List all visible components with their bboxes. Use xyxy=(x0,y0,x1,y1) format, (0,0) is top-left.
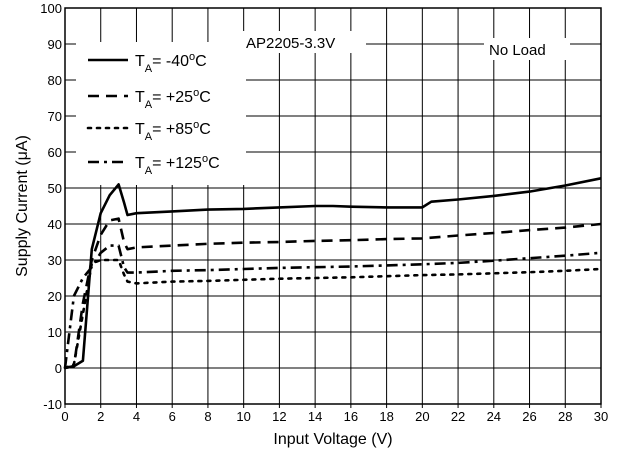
y-tick-label: 80 xyxy=(48,73,62,88)
x-tick-label: 8 xyxy=(204,409,211,424)
x-tick-label: 0 xyxy=(61,409,68,424)
annotation-box-device xyxy=(243,31,366,53)
x-tick-label: 18 xyxy=(379,409,393,424)
legend-label-part: C xyxy=(208,155,220,172)
y-axis-label-prefix: Supply Current ( xyxy=(14,160,31,277)
y-tick-labels: -10 0 10 20 30 40 50 60 70 80 90 100 xyxy=(40,1,62,412)
legend-label-2: TA= +85oC xyxy=(135,119,211,143)
x-tick-label: 22 xyxy=(451,409,465,424)
legend-label-3: TA= +125oC xyxy=(135,153,220,177)
legend-label-part: = +125 xyxy=(152,155,202,172)
legend-label-1: TA= +25oC xyxy=(135,87,211,111)
y-tick-label: 60 xyxy=(48,145,62,160)
x-tick-label: 6 xyxy=(169,409,176,424)
legend-label-part: C xyxy=(199,89,211,106)
y-tick-label: 50 xyxy=(48,181,62,196)
legend-label-part: o xyxy=(193,119,199,131)
legend-label-part: = +85 xyxy=(152,121,193,138)
y-tick-label: -10 xyxy=(43,397,62,412)
legend-label-part: C xyxy=(195,53,207,70)
y-tick-label: 100 xyxy=(40,1,62,16)
series-line-1 xyxy=(64,217,602,370)
legend-label-part: o xyxy=(189,51,195,63)
legend-label-0: TA= -40oC xyxy=(135,51,207,75)
annotation-backgrounds xyxy=(243,31,570,60)
x-tick-label: 14 xyxy=(308,409,322,424)
series-line-2 xyxy=(63,258,603,370)
legend-label-part: T xyxy=(135,89,145,106)
legend-label-part: A xyxy=(145,99,153,111)
x-tick-labels: 0 2 4 6 8 10 12 14 16 18 20 22 24 26 28 30 xyxy=(61,404,608,424)
x-tick-label: 4 xyxy=(133,409,140,424)
x-tick-label: 26 xyxy=(522,409,536,424)
legend-label-part: T xyxy=(135,53,145,70)
y-axis-label: Supply Current (μA) xyxy=(14,135,31,277)
y-axis-label-suffix: A) xyxy=(14,135,31,151)
y-tick-label: 20 xyxy=(48,289,62,304)
device-annotation: AP2205-3.3V xyxy=(246,35,335,52)
y-axis-label-mu: μ xyxy=(14,151,31,160)
y-tick-label: 30 xyxy=(48,253,62,268)
y-tick-label: 40 xyxy=(48,217,62,232)
annotation-box-load xyxy=(484,38,570,60)
x-tick-label: 30 xyxy=(594,409,608,424)
y-tick-label: 90 xyxy=(48,37,62,52)
x-axis-label: Input Voltage (V) xyxy=(273,431,392,448)
data-series xyxy=(63,177,603,370)
legend-label-part: = +25 xyxy=(152,89,193,106)
legend-label-part: A xyxy=(145,131,153,143)
x-tick-label: 24 xyxy=(487,409,501,424)
legend-label-part: T xyxy=(135,155,145,172)
legend-label-part: C xyxy=(199,121,211,138)
y-tick-label: 10 xyxy=(48,325,62,340)
x-tick-label: 28 xyxy=(558,409,572,424)
x-tick-label: 20 xyxy=(415,409,429,424)
legend-label-part: = -40 xyxy=(152,53,189,70)
y-tick-label: 70 xyxy=(48,109,62,124)
x-tick-label: 2 xyxy=(97,409,104,424)
y-tick-label: 0 xyxy=(55,361,62,376)
legend-label-part: A xyxy=(145,63,153,75)
legend-label-part: A xyxy=(145,165,153,177)
legend-label-part: o xyxy=(193,87,199,99)
legend-label-part: T xyxy=(135,121,145,138)
series-line-0 xyxy=(64,177,602,370)
x-tick-label: 12 xyxy=(272,409,286,424)
x-tick-label: 16 xyxy=(344,409,358,424)
plot-frame xyxy=(64,7,602,405)
x-tick-label: 10 xyxy=(236,409,250,424)
load-annotation: No Load xyxy=(489,42,546,59)
legend-label-part: o xyxy=(202,153,208,165)
